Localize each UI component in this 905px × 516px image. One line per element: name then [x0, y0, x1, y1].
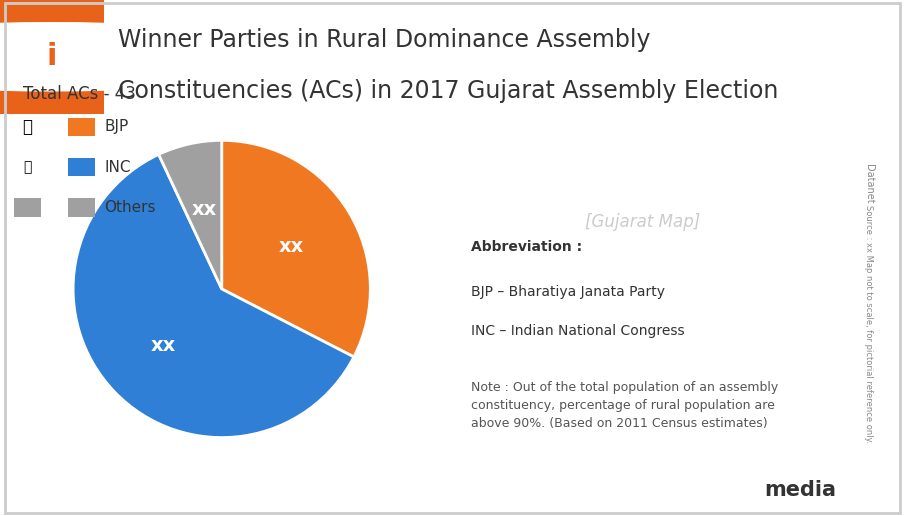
- Wedge shape: [222, 140, 370, 357]
- Text: xx: xx: [191, 200, 216, 219]
- Text: BJP – Bharatiya Janata Party: BJP – Bharatiya Janata Party: [471, 285, 664, 299]
- FancyBboxPatch shape: [68, 158, 95, 176]
- Wedge shape: [73, 154, 354, 438]
- FancyBboxPatch shape: [68, 198, 95, 217]
- Text: [Gujarat Map]: [Gujarat Map]: [585, 213, 700, 231]
- Text: BJP: BJP: [104, 119, 129, 135]
- Text: 🌸: 🌸: [22, 118, 33, 136]
- Wedge shape: [158, 140, 222, 289]
- Text: indiastat: indiastat: [652, 480, 756, 500]
- Text: xx: xx: [279, 237, 304, 256]
- FancyBboxPatch shape: [14, 198, 41, 217]
- Text: INC: INC: [104, 159, 130, 175]
- Text: Abbreviation :: Abbreviation :: [471, 240, 582, 254]
- Circle shape: [0, 23, 323, 91]
- Text: Datanet: Datanet: [863, 164, 874, 203]
- Text: Constituencies (ACs) in 2017 Gujarat Assembly Election: Constituencies (ACs) in 2017 Gujarat Ass…: [118, 79, 778, 103]
- Text: Total ACs - 43: Total ACs - 43: [23, 85, 136, 103]
- Text: Winner Parties in Rural Dominance Assembly: Winner Parties in Rural Dominance Assemb…: [118, 28, 650, 52]
- Text: 🤚: 🤚: [23, 160, 32, 174]
- Text: media: media: [765, 480, 837, 500]
- FancyBboxPatch shape: [68, 118, 95, 136]
- Text: i: i: [46, 42, 57, 71]
- Text: Note : Out of the total population of an assembly
constituency, percentage of ru: Note : Out of the total population of an…: [471, 381, 778, 430]
- Text: Source : xx Map not to scale, for pictorial reference only.: Source : xx Map not to scale, for pictor…: [864, 205, 873, 443]
- Text: Others: Others: [104, 200, 156, 215]
- FancyBboxPatch shape: [0, 0, 104, 114]
- Text: ⓘ: ⓘ: [608, 478, 623, 502]
- Text: xx: xx: [150, 336, 176, 355]
- Text: INC – Indian National Congress: INC – Indian National Congress: [471, 324, 684, 338]
